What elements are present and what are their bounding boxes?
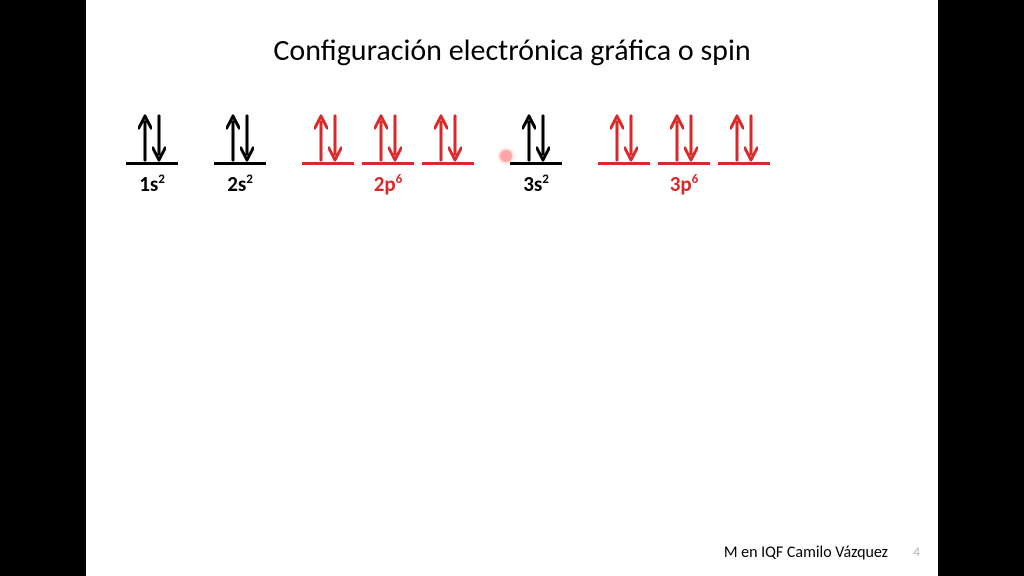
spin-up-arrow — [670, 114, 684, 162]
page-title: Configuración electrónica gráfica o spin — [86, 32, 938, 69]
orbital-box — [598, 110, 650, 165]
spin-up-arrow — [138, 114, 152, 162]
orbital-box — [214, 110, 266, 165]
laser-pointer — [500, 150, 512, 162]
orbital-diagram: 1s2 2s2 2p6 3s2 3p6 — [126, 110, 918, 197]
orbital-box — [718, 110, 770, 165]
orbital-label: 3s2 — [523, 171, 549, 197]
orbital-group-2s: 2s2 — [214, 110, 266, 197]
spin-up-arrow — [522, 114, 536, 162]
spin-up-arrow — [314, 114, 328, 162]
spin-down-arrow — [152, 114, 166, 162]
spin-up-arrow — [226, 114, 240, 162]
spin-up-arrow — [610, 114, 624, 162]
orbital-label: 2p6 — [374, 171, 403, 197]
orbital-boxes — [214, 110, 266, 165]
orbital-group-3p: 3p6 — [598, 110, 770, 197]
orbital-group-2p: 2p6 — [302, 110, 474, 197]
spin-down-arrow — [328, 114, 342, 162]
spin-down-arrow — [684, 114, 698, 162]
orbital-box — [422, 110, 474, 165]
orbital-boxes — [598, 110, 770, 165]
orbital-box — [362, 110, 414, 165]
spin-down-arrow — [240, 114, 254, 162]
orbital-group-3s: 3s2 — [510, 110, 562, 197]
orbital-boxes — [510, 110, 562, 165]
spin-up-arrow — [434, 114, 448, 162]
orbital-group-1s: 1s2 — [126, 110, 178, 197]
spin-up-arrow — [374, 114, 388, 162]
orbital-label: 1s2 — [139, 171, 165, 197]
footer-page-number: 4 — [913, 545, 920, 560]
orbital-label: 3p6 — [670, 171, 699, 197]
spin-down-arrow — [388, 114, 402, 162]
orbital-box — [658, 110, 710, 165]
orbital-box — [302, 110, 354, 165]
slide: Configuración electrónica gráfica o spin… — [86, 0, 938, 576]
spin-down-arrow — [624, 114, 638, 162]
orbital-box — [126, 110, 178, 165]
orbital-boxes — [302, 110, 474, 165]
spin-down-arrow — [744, 114, 758, 162]
spin-down-arrow — [536, 114, 550, 162]
orbital-label: 2s2 — [227, 171, 253, 197]
footer-author: M en IQF Camilo Vázquez — [724, 543, 888, 562]
orbital-box — [510, 110, 562, 165]
orbital-boxes — [126, 110, 178, 165]
spin-up-arrow — [730, 114, 744, 162]
spin-down-arrow — [448, 114, 462, 162]
